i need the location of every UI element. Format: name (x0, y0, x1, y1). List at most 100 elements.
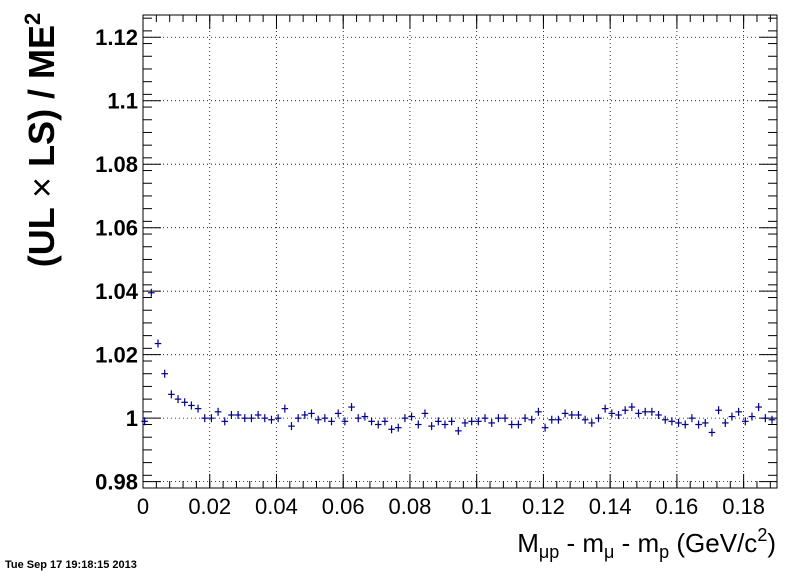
data-point (715, 406, 722, 415)
data-point (435, 417, 442, 426)
data-point (601, 404, 609, 413)
data-point (361, 412, 369, 421)
data-point (208, 414, 215, 423)
data-point (194, 404, 202, 413)
x-tick-label: 0.16 (655, 494, 698, 519)
x-axis-label-p4: (GeV/c (669, 528, 757, 558)
data-point (414, 420, 422, 429)
data-point (488, 418, 495, 427)
data-markers (141, 288, 776, 437)
data-point (328, 417, 335, 426)
data-point (475, 417, 482, 426)
data-point (495, 414, 502, 423)
data-point (268, 415, 275, 424)
x-axis-label-p2: - m (559, 528, 604, 558)
data-point (188, 401, 195, 410)
x-tick-label: 0.12 (522, 494, 565, 519)
data-point (455, 426, 462, 435)
x-tick-label: 0.18 (722, 494, 765, 519)
data-point (161, 369, 168, 378)
data-point (628, 403, 636, 412)
data-point (281, 404, 289, 413)
data-point (368, 417, 375, 426)
data-point (675, 418, 682, 427)
data-point (228, 410, 235, 419)
data-point (655, 410, 662, 419)
x-tick-label: 0.14 (589, 494, 632, 519)
data-point (288, 422, 295, 431)
data-point (354, 414, 362, 423)
data-point (768, 415, 776, 424)
data-point (608, 409, 616, 418)
y-tick-label: 1 (126, 406, 138, 431)
x-tick-label: 0 (137, 494, 149, 519)
data-point (568, 410, 576, 419)
data-point (721, 418, 729, 427)
data-point (695, 420, 702, 429)
data-point (555, 415, 562, 424)
data-point (461, 418, 469, 427)
y-axis-label: (UL × LS) / ME2 (20, 13, 62, 268)
data-point (141, 417, 148, 426)
data-point (148, 288, 155, 297)
data-point (615, 410, 622, 419)
data-point (548, 415, 556, 424)
data-point (441, 420, 449, 429)
data-point (261, 414, 269, 423)
y-tick-label: 1.06 (95, 216, 138, 241)
x-axis-label-p3: - m (614, 528, 659, 558)
data-point (708, 428, 716, 437)
plot-frame (142, 14, 778, 489)
data-point (214, 407, 222, 416)
y-tick-label: 1.04 (95, 279, 139, 304)
data-point (154, 339, 162, 348)
data-point (234, 410, 242, 419)
data-point (661, 415, 669, 424)
data-point (388, 425, 395, 434)
y-axis-label-times: × (21, 177, 62, 198)
data-point (314, 415, 322, 424)
data-point (742, 417, 749, 426)
data-point (588, 418, 596, 427)
data-point (374, 420, 382, 429)
data-point (428, 422, 435, 431)
y-tick-label: 1.02 (95, 343, 138, 368)
data-point (528, 415, 536, 424)
data-point (735, 407, 742, 416)
x-tick-label: 0.08 (389, 494, 432, 519)
data-point (681, 420, 689, 429)
data-point (248, 414, 255, 423)
y-axis-label-mid: LS) / ME (21, 25, 62, 177)
data-point (294, 414, 302, 423)
x-axis-label-sup: 2 (757, 525, 767, 545)
x-axis-label-s1: μp (539, 542, 559, 562)
x-tick-label: 0.1 (461, 494, 492, 519)
data-point (241, 414, 249, 423)
data-point (701, 418, 709, 427)
data-point (334, 409, 342, 418)
data-point (408, 412, 415, 421)
data-point (621, 406, 629, 415)
data-point (515, 420, 522, 429)
x-tick-label: 0.02 (188, 494, 231, 519)
x-axis-label-s2: μ (604, 542, 614, 562)
data-point (535, 407, 542, 416)
data-point (595, 414, 602, 423)
data-point (468, 417, 475, 426)
data-point (688, 414, 696, 423)
data-point (421, 409, 429, 418)
x-axis-label-p1: M (517, 528, 539, 558)
data-point (728, 412, 736, 421)
x-tick-labels: 0 0.02 0.04 0.06 0.08 0.1 0.12 0.14 0.16 0.18 (137, 494, 765, 519)
data-point (341, 417, 349, 426)
data-point (501, 414, 509, 423)
data-point (641, 407, 649, 416)
data-point (481, 414, 489, 423)
data-point (668, 417, 676, 426)
x-axis-label: Mμp - mμ - mp (GeV/c2) (517, 525, 776, 562)
x-tick-label: 0.04 (255, 494, 298, 519)
data-point (321, 414, 329, 423)
y-tick-label: 1.1 (107, 89, 138, 114)
